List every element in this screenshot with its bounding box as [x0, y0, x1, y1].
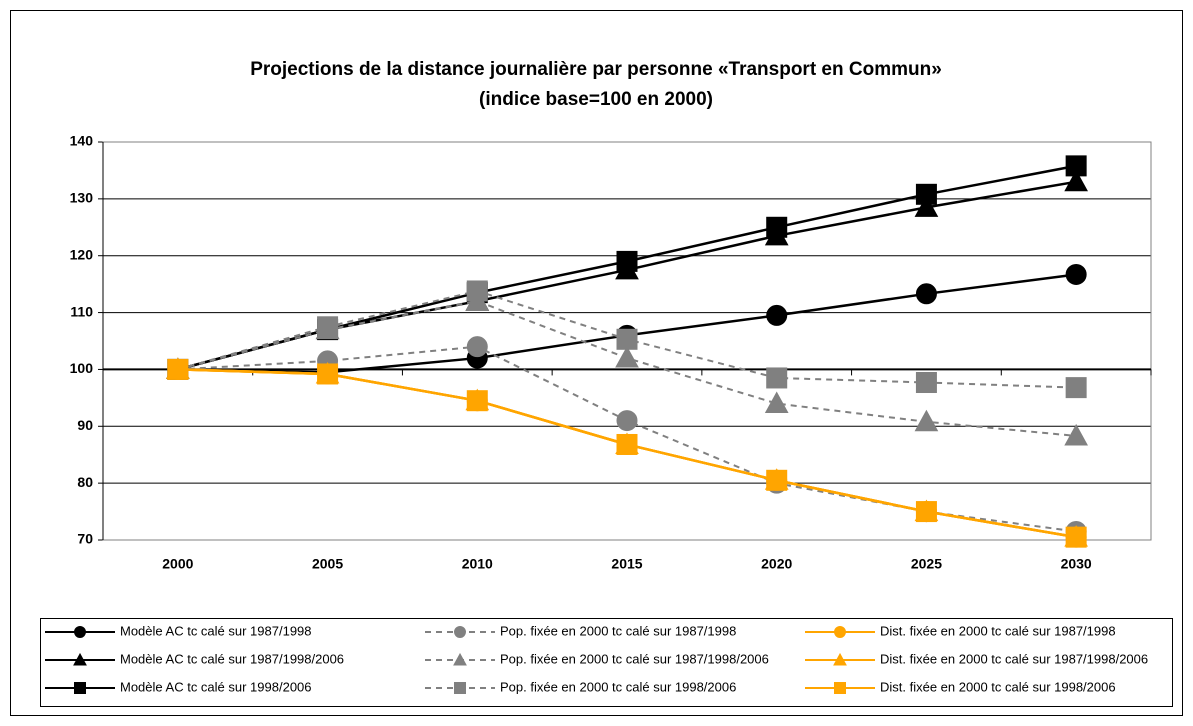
marker: [1064, 169, 1088, 192]
legend-label: Dist. fixée en 2000 tc calé sur 1998/200…: [880, 679, 1116, 694]
legend-box: [40, 618, 1173, 707]
marker: [834, 682, 846, 694]
marker: [1065, 155, 1087, 177]
marker: [73, 652, 87, 666]
marker: [766, 367, 788, 389]
marker: [616, 328, 638, 350]
marker: [915, 283, 937, 305]
marker: [74, 626, 86, 638]
y-tick-label: 120: [70, 246, 94, 262]
legend-label: Pop. fixée en 2000 tc calé sur 1987/1998: [500, 623, 736, 638]
marker: [1065, 377, 1087, 399]
marker: [834, 626, 846, 638]
y-tick-label: 110: [70, 303, 93, 319]
legend-label: Dist. fixée en 2000 tc calé sur 1987/199…: [880, 623, 1116, 638]
marker: [1065, 526, 1087, 548]
marker: [466, 280, 488, 302]
legend-label: Modèle AC tc calé sur 1987/1998: [120, 623, 312, 638]
chart-border: [10, 10, 1183, 716]
marker: [1064, 423, 1088, 446]
marker: [615, 346, 639, 368]
marker: [616, 250, 638, 272]
y-tick-label: 70: [77, 531, 93, 547]
marker: [616, 433, 638, 455]
x-tick-label: 2030: [1061, 556, 1092, 572]
y-tick-label: 100: [70, 360, 94, 376]
marker: [167, 358, 189, 380]
legend-label: Modèle AC tc calé sur 1987/1998/2006: [120, 651, 344, 666]
y-tick-label: 90: [77, 417, 93, 433]
marker: [454, 682, 466, 694]
x-tick-label: 2005: [312, 556, 343, 572]
marker: [914, 195, 939, 217]
marker: [766, 469, 788, 491]
marker: [453, 652, 467, 666]
legend-label: Dist. fixée en 2000 tc calé sur 1987/199…: [880, 651, 1148, 666]
x-tick-label: 2010: [462, 556, 493, 572]
legend-label: Pop. fixée en 2000 tc calé sur 1998/2006: [500, 679, 736, 694]
marker: [766, 216, 788, 238]
marker: [833, 652, 847, 666]
marker: [914, 409, 939, 432]
marker: [764, 391, 789, 414]
legend-label: Modèle AC tc calé sur 1998/2006: [120, 679, 312, 694]
x-tick-label: 2025: [911, 556, 942, 572]
chart-title: Projections de la distance journalière p…: [250, 59, 942, 80]
y-tick-label: 140: [70, 133, 94, 149]
chart-subtitle: (indice base=100 en 2000): [479, 89, 713, 110]
marker: [1065, 263, 1087, 285]
marker: [454, 626, 466, 638]
marker: [915, 501, 937, 523]
x-tick-label: 2020: [761, 556, 792, 572]
marker: [616, 410, 638, 432]
marker: [74, 682, 86, 694]
y-tick-label: 130: [70, 190, 94, 206]
marker: [466, 336, 488, 358]
y-tick-label: 80: [77, 474, 93, 490]
x-tick-label: 2000: [162, 556, 193, 572]
marker: [317, 316, 339, 338]
marker: [766, 304, 788, 326]
legend-label: Pop. fixée en 2000 tc calé sur 1987/1998…: [500, 651, 769, 666]
marker: [915, 183, 937, 205]
marker: [915, 372, 937, 394]
marker: [466, 390, 488, 412]
x-tick-label: 2015: [611, 556, 642, 572]
marker: [317, 363, 339, 385]
